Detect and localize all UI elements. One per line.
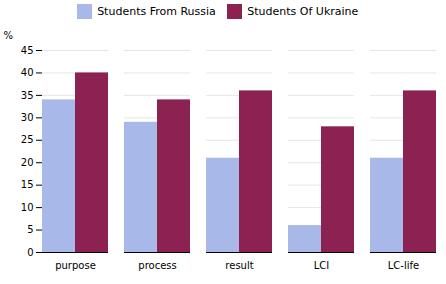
svg-text:25: 25 xyxy=(21,134,34,145)
svg-text:LCI: LCI xyxy=(314,260,330,271)
html-text:Students From Russia: Students From Russia xyxy=(97,4,216,18)
html-text:Students Of Ukraine: Students Of Ukraine xyxy=(247,4,359,18)
svg-text:LC-life: LC-life xyxy=(388,260,419,271)
svg-text:%: % xyxy=(4,30,14,41)
svg-text:process: process xyxy=(138,260,176,271)
svg-text:0: 0 xyxy=(27,247,33,258)
svg-text:10: 10 xyxy=(21,202,34,213)
svg-text:5: 5 xyxy=(27,224,33,235)
svg-text:35: 35 xyxy=(21,90,34,101)
svg-text:30: 30 xyxy=(21,112,34,123)
svg-text:purpose: purpose xyxy=(55,260,96,271)
svg-text:15: 15 xyxy=(21,179,34,190)
svg-text:45: 45 xyxy=(21,45,34,56)
svg-text:result: result xyxy=(225,260,253,271)
svg-text:20: 20 xyxy=(21,157,34,168)
svg-text:40: 40 xyxy=(21,67,34,78)
